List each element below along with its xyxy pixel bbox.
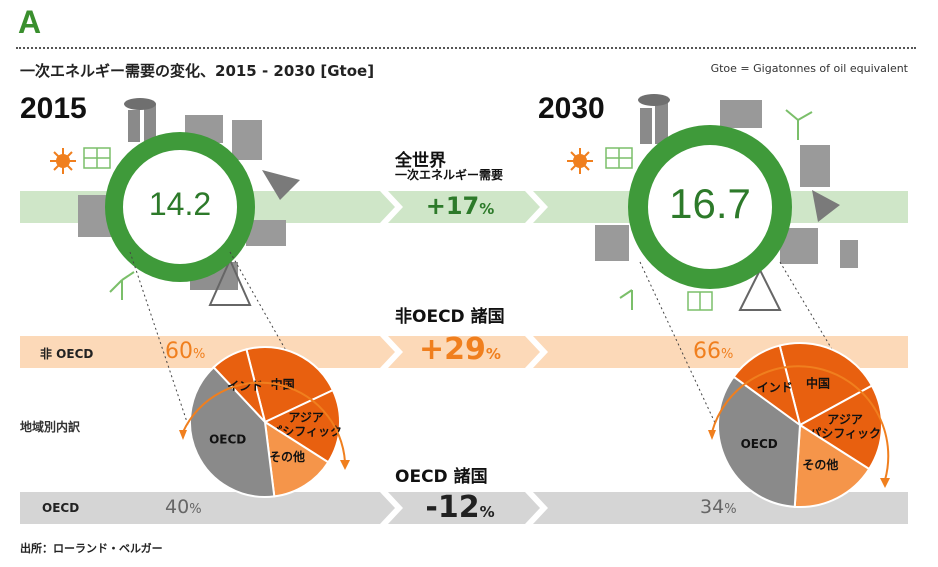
non-oecd-change: +29% — [419, 332, 501, 367]
non-oecd-share-2015: 60% — [165, 339, 206, 364]
source-note: 出所：ローランド・ベルガー — [20, 542, 163, 555]
non-oecd-heading: 非OECD 諸国 — [395, 307, 505, 327]
sun-icon-2015 — [50, 148, 76, 174]
region-breakdown-label: 地域別内訳 — [20, 420, 81, 434]
arc-arrow-2030 — [711, 365, 890, 481]
pie-slice — [189, 365, 276, 498]
pie-slice — [778, 342, 874, 427]
non-oecd-band-center — [388, 336, 540, 368]
pie-label: アジア — [288, 411, 324, 425]
dotted-divider — [16, 47, 916, 49]
section-letter: A — [18, 4, 42, 40]
world-subheading: 一次エネルギー需要 — [395, 168, 504, 182]
world-value-2015: 14.2 — [148, 186, 212, 222]
oecd-band-center — [388, 492, 540, 524]
arc-arrow-tail-2030 — [708, 430, 716, 440]
world-value-2030: 16.7 — [669, 180, 751, 227]
city-illustration-2030 — [595, 94, 858, 311]
pie-slice — [798, 384, 883, 471]
pie-label: パシフィック — [270, 425, 342, 439]
year-2030: 2030 — [538, 92, 605, 125]
pie-label: OECD — [209, 433, 246, 447]
connector-lines — [129, 251, 881, 431]
pie-label: OECD — [741, 437, 778, 451]
pie-slice — [793, 423, 871, 508]
pie-label: アジア — [827, 412, 863, 426]
solar-panel-icons — [83, 147, 713, 311]
year-2015: 2015 — [20, 92, 87, 125]
arc-arrow-head-2015 — [340, 460, 350, 470]
wind-turbine-icons — [109, 109, 813, 310]
sun-icon-2030 — [567, 148, 593, 174]
world-ring-2030 — [628, 125, 792, 289]
oecd-band-label: OECD — [42, 501, 80, 515]
pie-slice — [245, 346, 335, 424]
world-heading: 全世界 — [395, 151, 446, 171]
oecd-band-left — [20, 492, 395, 524]
oecd-change: -12% — [425, 490, 495, 525]
oecd-share-2030: 34% — [700, 496, 737, 518]
pie-label: パシフィック — [809, 426, 881, 440]
pie-slice — [717, 375, 802, 508]
world-band-center — [388, 191, 540, 223]
pie-slice — [732, 344, 802, 428]
pie-label: インド — [757, 381, 793, 395]
pie-label: その他 — [802, 457, 838, 472]
non-oecd-share-2030: 66% — [693, 339, 734, 364]
page-title: 一次エネルギー需要の変化、2015 - 2030 [Gtoe] — [20, 62, 375, 80]
world-change: +17% — [425, 192, 495, 220]
arc-arrow-head-2030 — [880, 478, 890, 488]
non-oecd-band-label: 非 OECD — [40, 347, 94, 361]
pie-label: 中国 — [806, 376, 830, 391]
unit-note: Gtoe = Gigatonnes of oil equivalent — [710, 62, 908, 75]
oecd-heading: OECD 諸国 — [395, 467, 488, 487]
oecd-share-2015: 40% — [165, 496, 202, 518]
pie-label: インド — [227, 379, 263, 393]
pie-slice — [263, 420, 330, 498]
world-ring-2015 — [105, 132, 255, 282]
arc-arrow-2015 — [182, 381, 346, 463]
pie-label: その他 — [269, 449, 305, 464]
arc-arrow-tail-2015 — [179, 430, 187, 440]
